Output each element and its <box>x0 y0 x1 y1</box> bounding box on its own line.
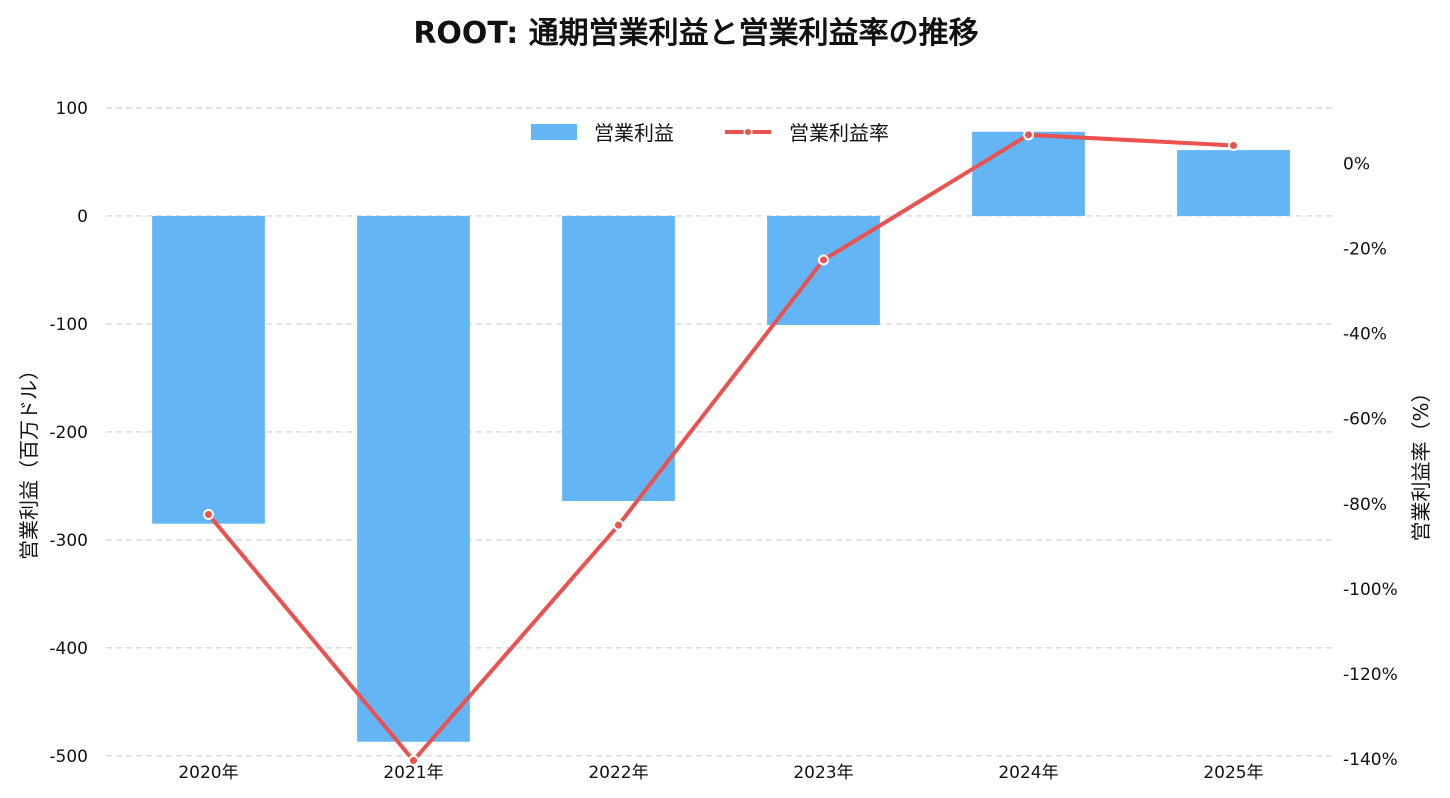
x-tick-label: 2024年 <box>998 763 1058 783</box>
x-tick-label: 2020年 <box>178 763 238 783</box>
legend-marker-operating-margin <box>743 127 753 137</box>
bar-operating-profit <box>972 131 1085 216</box>
x-tick-label: 2022年 <box>588 763 648 783</box>
right-tick-label: -120% <box>1343 665 1398 685</box>
right-tick-label: -100% <box>1343 580 1398 600</box>
left-tick-label: -100 <box>49 315 88 335</box>
left-axis-ticks: 100 0 -100 -200 -300 -400 -500 <box>49 99 88 767</box>
point-operating-margin <box>408 755 419 767</box>
right-tick-label: 0% <box>1343 154 1370 174</box>
grid-lines <box>106 107 1336 757</box>
legend-label-operating-margin: 営業利益率 <box>789 121 889 145</box>
left-tick-label: -400 <box>49 639 88 659</box>
legend: 営業利益 営業利益率 <box>531 121 889 145</box>
point-operating-margin <box>203 508 214 520</box>
right-tick-label: -20% <box>1343 239 1387 259</box>
line-path-operating-margin <box>206 132 1234 763</box>
bar-operating-profit <box>357 215 470 742</box>
x-axis-ticks: 2020年 2021年 2022年 2023年 2024年 2025年 <box>178 763 1263 783</box>
chart-title: ROOT: 通期営業利益と営業利益率の推移 <box>413 16 979 51</box>
bars-operating-profit <box>152 131 1290 742</box>
left-tick-label: -300 <box>49 531 88 551</box>
left-tick-label: -500 <box>49 747 88 767</box>
point-operating-margin <box>613 519 624 531</box>
legend-label-operating-profit: 営業利益 <box>594 121 674 145</box>
right-tick-label: -140% <box>1343 750 1398 770</box>
left-tick-label: -200 <box>49 423 88 443</box>
left-tick-label: 100 <box>56 99 88 119</box>
point-operating-margin <box>1228 139 1239 151</box>
right-axis-ticks: 0% -20% -40% -60% -80% -100% -120% -140% <box>1343 154 1398 770</box>
bar-operating-profit <box>152 215 265 524</box>
bar-operating-profit <box>1177 150 1290 216</box>
point-operating-margin <box>818 254 829 266</box>
x-tick-label: 2021年 <box>383 763 443 783</box>
x-tick-label: 2023年 <box>793 763 853 783</box>
bar-operating-profit <box>562 215 675 502</box>
legend-swatch-operating-profit <box>531 124 577 140</box>
x-tick-label: 2025年 <box>1203 763 1263 783</box>
left-axis-title: 営業利益（百万ドル） <box>17 360 41 560</box>
right-tick-label: -80% <box>1343 495 1387 515</box>
point-operating-margin <box>1023 129 1034 141</box>
right-tick-label: -60% <box>1343 410 1387 430</box>
right-axis-title: 営業利益率（%） <box>1409 382 1433 541</box>
line-operating-margin <box>203 129 1239 767</box>
left-tick-label: 0 <box>77 207 88 227</box>
right-tick-label: -40% <box>1343 325 1387 345</box>
